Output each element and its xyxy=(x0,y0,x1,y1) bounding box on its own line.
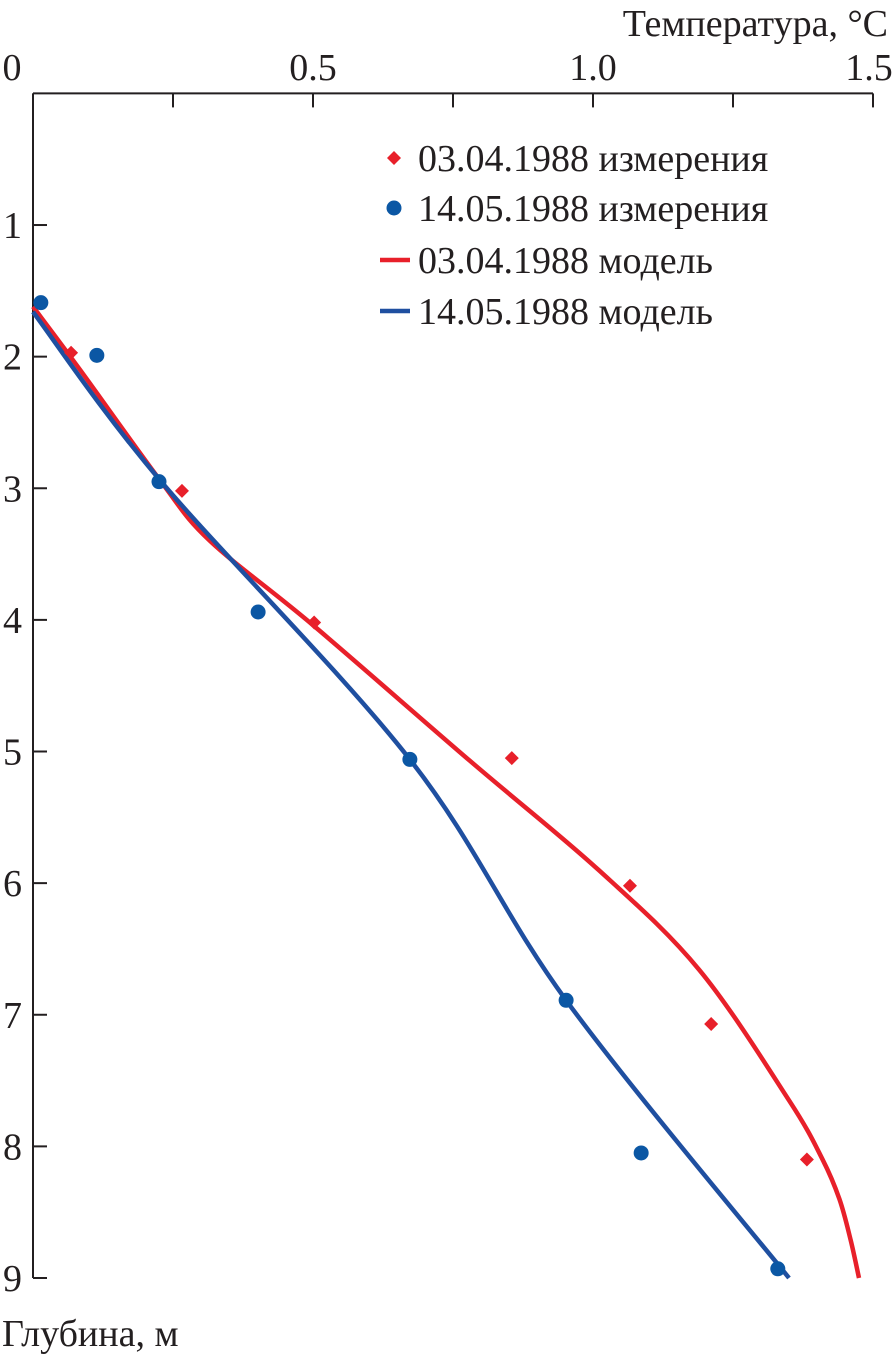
y-tick-label: 6 xyxy=(3,863,22,905)
x-tick-label: 0.5 xyxy=(289,47,337,89)
data-point-circle xyxy=(633,1145,649,1161)
y-tick-label: 1 xyxy=(3,205,22,247)
measurement-points xyxy=(33,295,814,1277)
data-point-diamond xyxy=(622,878,637,893)
y-tick-label: 9 xyxy=(3,1258,22,1300)
y-tick-label: 5 xyxy=(3,732,22,774)
data-point-diamond xyxy=(504,751,519,766)
data-point-circle xyxy=(402,751,418,767)
legend-marker-diamond xyxy=(387,151,401,165)
legend-label: 03.04.1988 модель xyxy=(418,240,713,282)
axes: 0 0.5 1.0 1.5 1 2 3 4 5 6 7 8 9 xyxy=(3,47,893,1300)
y-tick-label: 8 xyxy=(3,1126,22,1168)
data-point-diamond xyxy=(307,615,322,630)
x-tick-label: 0 xyxy=(3,47,22,89)
y-tick-label: 7 xyxy=(3,995,22,1037)
y-tick-label: 3 xyxy=(3,468,22,510)
x-tick-label: 1.0 xyxy=(569,47,617,89)
legend-label: 14.05.1988 модель xyxy=(418,291,713,333)
data-point-diamond xyxy=(799,1152,814,1167)
x-tick-label: 1.5 xyxy=(845,47,893,89)
legend-label: 03.04.1988 измерения xyxy=(418,138,768,180)
data-point-diamond xyxy=(64,345,79,360)
data-point-circle xyxy=(151,474,167,490)
x-axis-title: Температура, °C xyxy=(623,3,888,45)
y-tick-label: 2 xyxy=(3,337,22,379)
legend-marker-circle xyxy=(386,200,402,216)
y-tick-label: 4 xyxy=(3,600,22,642)
data-point-circle xyxy=(33,295,49,311)
y-axis-title: Глубина, м xyxy=(2,1313,179,1355)
legend: 03.04.1988 измерения 14.05.1988 измерения… xyxy=(380,138,768,333)
data-point-circle xyxy=(89,347,105,363)
legend-label: 14.05.1988 измерения xyxy=(418,188,768,230)
model-line-2 xyxy=(31,305,862,1279)
data-point-circle xyxy=(558,992,574,1008)
data-point-diamond xyxy=(704,1016,719,1031)
model-line-3 xyxy=(31,310,791,1280)
data-point-circle xyxy=(770,1261,786,1277)
data-point-diamond xyxy=(174,483,189,498)
data-point-circle xyxy=(250,604,266,620)
model-lines xyxy=(31,305,862,1280)
